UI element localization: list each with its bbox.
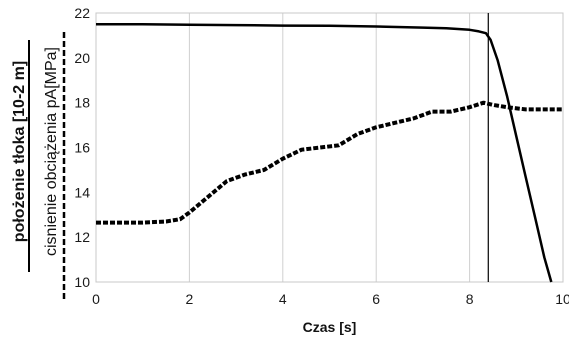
x-axis-label: Czas [s]	[303, 319, 357, 335]
x-tick-label: 4	[279, 291, 287, 307]
x-tick-label: 6	[372, 291, 380, 307]
y-tick-label: 22	[74, 5, 90, 21]
x-tick-label: 0	[92, 291, 100, 307]
series-layer	[96, 22, 563, 283]
x-tick-labels: 0 2 4 6 8 10	[92, 291, 569, 307]
plot-area	[95, 12, 564, 283]
x-tick-label: 2	[186, 291, 194, 307]
y-tick-label: 10	[74, 274, 90, 290]
x-tick-label: 8	[466, 291, 474, 307]
y-tick-label: 16	[74, 140, 90, 156]
series-line-dashed	[96, 100, 563, 225]
series-line-solid	[96, 22, 553, 283]
y-axis-label-primary: położenie tłoka [10-2 m]	[11, 61, 28, 242]
y-tick-label: 14	[74, 184, 90, 200]
y-tick-label: 12	[74, 229, 90, 245]
x-tick-label: 10	[555, 291, 569, 307]
y-tick-labels: 10 12 14 16 18 20 22	[74, 5, 90, 290]
y-axis-label-secondary: cisnienie obciążenia pA[MPa]	[43, 47, 60, 256]
y-tick-label: 20	[74, 50, 90, 66]
y-tick-label: 18	[74, 95, 90, 111]
